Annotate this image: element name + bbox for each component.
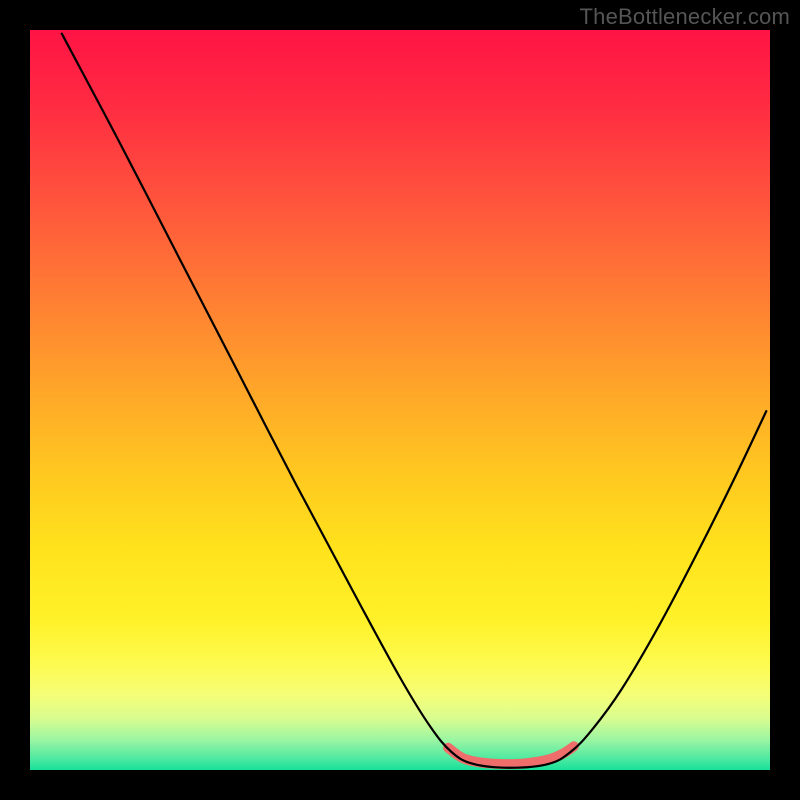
chart-svg: [0, 0, 800, 800]
stage: TheBottlenecker.com: [0, 0, 800, 800]
attribution-text: TheBottlenecker.com: [580, 4, 790, 30]
plot-background: [30, 30, 770, 770]
